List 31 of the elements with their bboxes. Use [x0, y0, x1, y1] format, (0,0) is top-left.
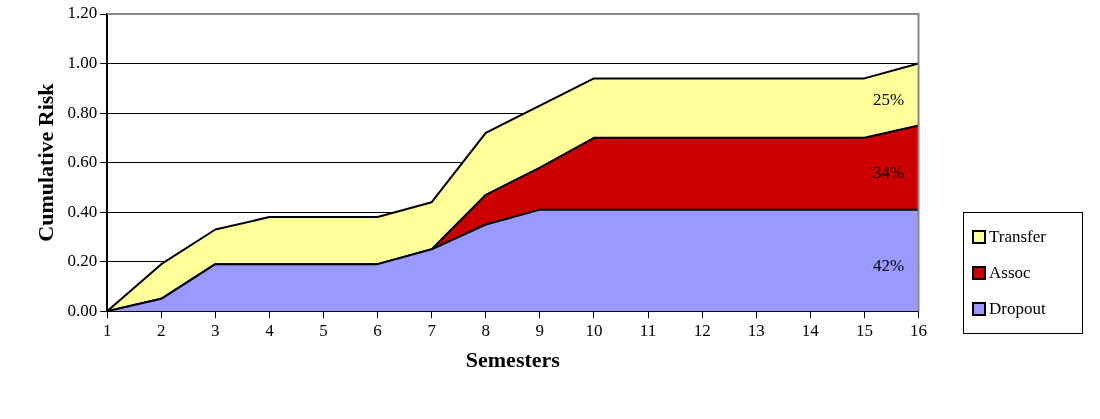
x-tick-label: 4	[265, 320, 275, 340]
x-tick-label: 3	[211, 320, 220, 340]
x-axis-title: Semesters	[465, 347, 561, 373]
x-tick-label: 10	[585, 320, 603, 340]
y-tick-label: 0.40	[67, 201, 98, 221]
x-tick-label: 16	[910, 320, 927, 340]
annotation: 25%	[872, 89, 905, 109]
y-tick-label: 0.00	[67, 300, 98, 320]
legend-label: Transfer	[989, 227, 1046, 247]
y-tick-label: 0.20	[67, 251, 98, 271]
x-tick-label: 9	[535, 320, 545, 340]
y-axis-title: Cumulative Risk	[32, 82, 58, 242]
y-tick-label: 1.20	[67, 3, 98, 23]
x-tick-label: 1	[102, 320, 112, 340]
x-tick-label: 6	[373, 320, 382, 340]
x-tick-label: 7	[427, 320, 437, 340]
x-tick-label: 5	[319, 320, 328, 340]
x-tick-label: 14	[801, 320, 820, 340]
annotation: 42%	[872, 255, 905, 275]
x-tick-label: 15	[855, 320, 873, 340]
legend-label: Assoc	[989, 263, 1031, 283]
x-tick-label: 11	[639, 320, 657, 340]
x-tick-label: 13	[747, 320, 765, 340]
x-tick-label: 12	[693, 320, 711, 340]
y-tick-label: 1.00	[67, 53, 98, 72]
y-tick-label: 0.80	[67, 102, 98, 122]
y-tick-label: 0.60	[67, 152, 98, 172]
x-tick-label: 8	[481, 320, 491, 340]
x-tick-label: 2	[156, 320, 166, 340]
legend-label: Dropout	[989, 299, 1046, 319]
annotation: 34%	[872, 163, 905, 183]
